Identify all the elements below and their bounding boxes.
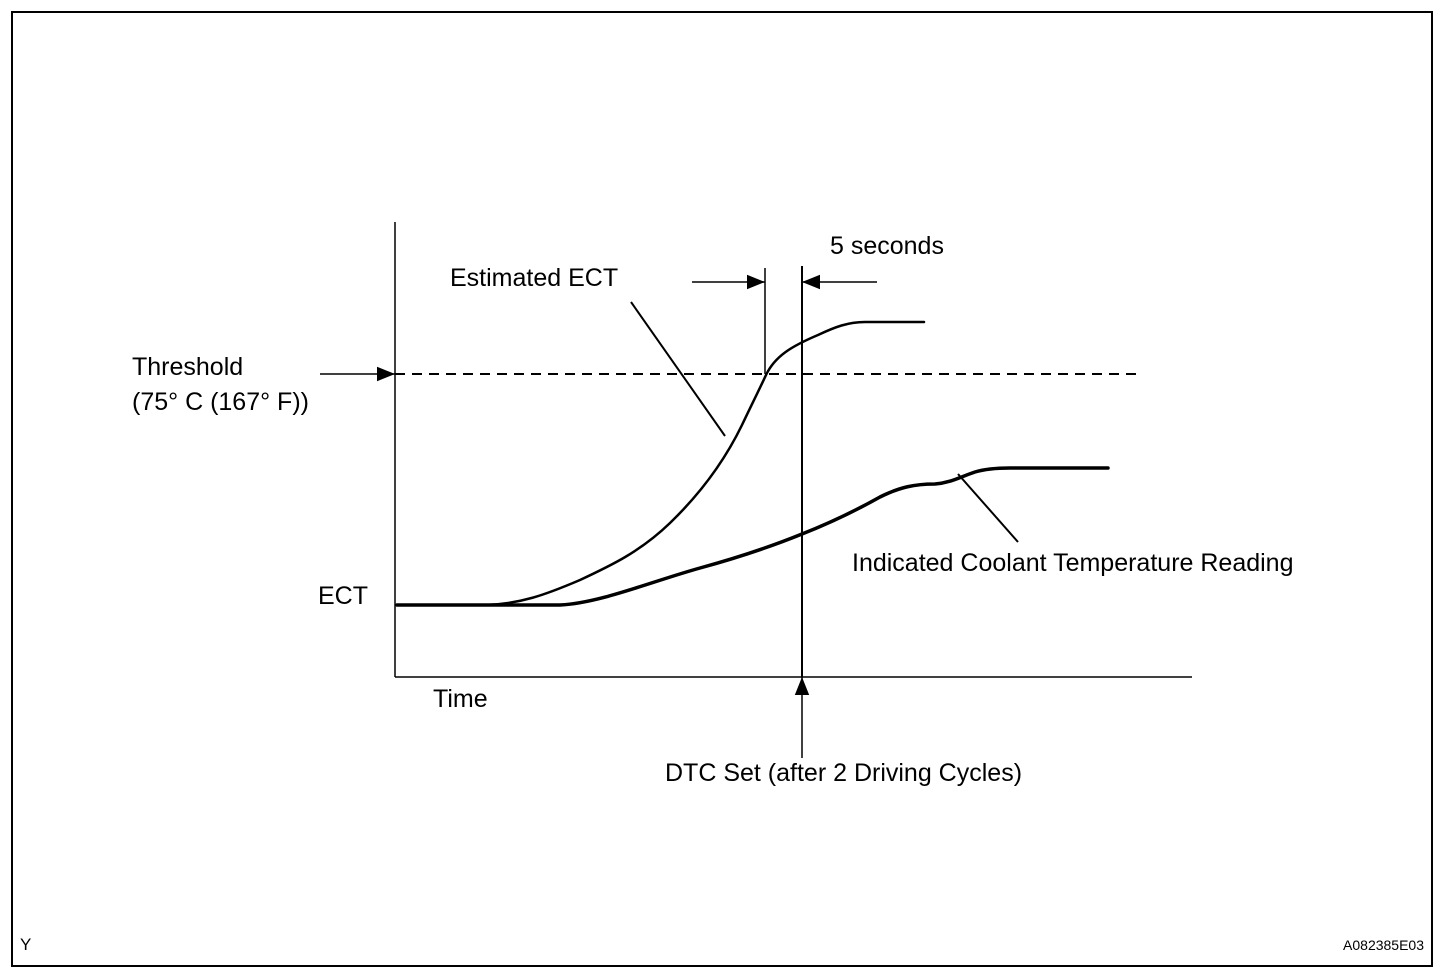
estimated-ect-label: Estimated ECT <box>450 264 618 292</box>
estimated-ect-curve <box>395 320 926 607</box>
indicated-coolant-leader <box>957 473 1019 543</box>
five-seconds-label: 5 seconds <box>830 232 944 260</box>
estimated-ect-leader <box>630 301 726 437</box>
indicated-coolant-curve <box>395 466 1110 607</box>
figure-id: A082385E03 <box>1343 937 1424 953</box>
x-axis-label: Time <box>433 685 488 713</box>
corner-letter: Y <box>20 935 31 954</box>
y-axis-label: ECT <box>318 582 368 610</box>
diagram-frame <box>11 11 1433 967</box>
threshold-value-label: (75° C (167° F)) <box>132 388 309 416</box>
dtc-set-label: DTC Set (after 2 Driving Cycles) <box>665 759 1022 787</box>
indicated-coolant-label: Indicated Coolant Temperature Reading <box>852 549 1294 577</box>
threshold-label: Threshold <box>132 353 243 381</box>
